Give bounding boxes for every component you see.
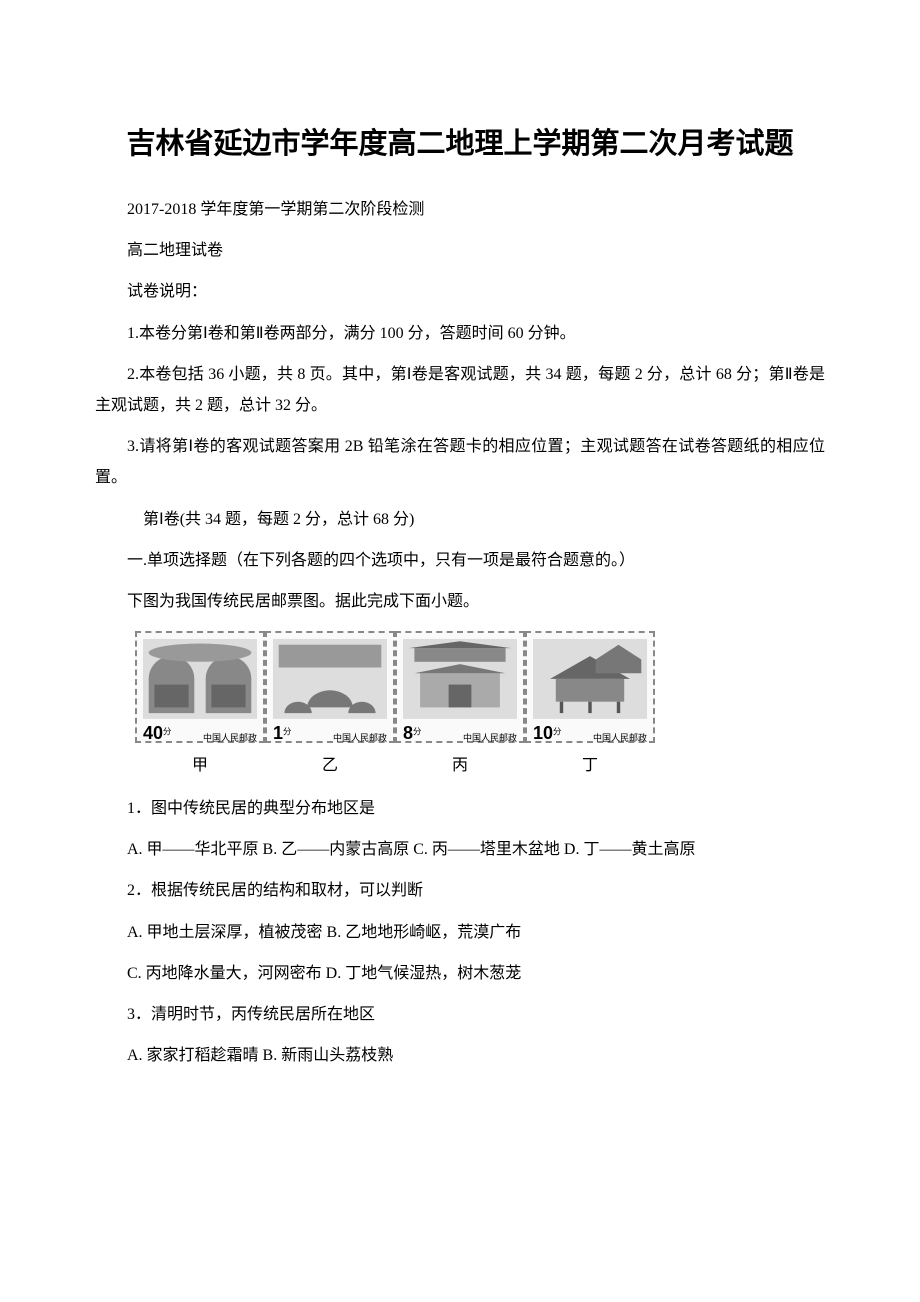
question-2-options-cd: C. 丙地降水量大，河网密布 D. 丁地气候湿热，树木葱茏	[95, 958, 825, 989]
question-2: 2．根据传统民居的结构和取材，可以判断	[95, 875, 825, 906]
stamp-value: 10	[533, 723, 553, 743]
stamp-label: 丙	[395, 751, 525, 775]
instructions-heading: 试卷说明：	[95, 276, 825, 307]
stamp-post-label: 中国人民邮政	[203, 731, 257, 744]
stamp-pic-yurt	[273, 639, 387, 719]
subtitle-line: 2017-2018 学年度第一学期第二次阶段检测	[95, 194, 825, 225]
section-1-heading: 第Ⅰ卷(共 34 题，每题 2 分，总计 68 分)	[95, 504, 825, 535]
stamp-value: 40	[143, 723, 163, 743]
subject-line: 高二地理试卷	[95, 235, 825, 266]
stamp-pic-cave	[143, 639, 257, 719]
stamp-label: 甲	[135, 751, 265, 775]
stamp-figure: 40分 中国人民邮政 1分 中国人民邮政	[135, 631, 825, 793]
question-2-options-ab: A. 甲地土层深厚，植被茂密 B. 乙地地形崎岖，荒漠广布	[95, 917, 825, 948]
stamp-post-label: 中国人民邮政	[463, 731, 517, 744]
stamp-jia: 40分 中国人民邮政	[135, 631, 265, 743]
stamp-post-label: 中国人民邮政	[333, 731, 387, 744]
page-title: 吉林省延边市学年度高二地理上学期第二次月考试题	[95, 120, 825, 162]
stamp-bing: 8分 中国人民邮政	[395, 631, 525, 743]
instruction-3: 3.请将第Ⅰ卷的客观试题答案用 2B 铅笔涂在答题卡的相应位置；主观试题答在试卷…	[95, 431, 825, 493]
stamp-value: 8	[403, 723, 413, 743]
question-1-options: A. 甲——华北平原 B. 乙——内蒙古高原 C. 丙——塔里木盆地 D. 丁—…	[95, 834, 825, 865]
stamp-pic-courtyard	[403, 639, 517, 719]
stamp-label-row: 甲 乙 丙 丁	[135, 751, 655, 775]
stamp-label: 乙	[265, 751, 395, 775]
stamp-row: 40分 中国人民邮政 1分 中国人民邮政	[135, 631, 655, 743]
question-3-options-ab: A. 家家打稻趁霜晴 B. 新雨山头荔枝熟	[95, 1040, 825, 1071]
figure-caption: 下图为我国传统民居邮票图。据此完成下面小题。	[95, 586, 825, 617]
stamp-pic-stilt	[533, 639, 647, 719]
stamp-label: 丁	[525, 751, 655, 775]
stamp-ding: 10分 中国人民邮政	[525, 631, 655, 743]
part-a-heading: 一.单项选择题（在下列各题的四个选项中，只有一项是最符合题意的。）	[95, 545, 825, 576]
question-1: 1．图中传统民居的典型分布地区是	[95, 793, 825, 824]
stamp-yi: 1分 中国人民邮政	[265, 631, 395, 743]
instruction-1: 1.本卷分第Ⅰ卷和第Ⅱ卷两部分，满分 100 分，答题时间 60 分钟。	[95, 318, 825, 349]
stamp-post-label: 中国人民邮政	[593, 731, 647, 744]
stamp-value: 1	[273, 723, 283, 743]
question-3: 3．清明时节，丙传统民居所在地区	[95, 999, 825, 1030]
instruction-2: 2.本卷包括 36 小题，共 8 页。其中，第Ⅰ卷是客观试题，共 34 题，每题…	[95, 359, 825, 421]
